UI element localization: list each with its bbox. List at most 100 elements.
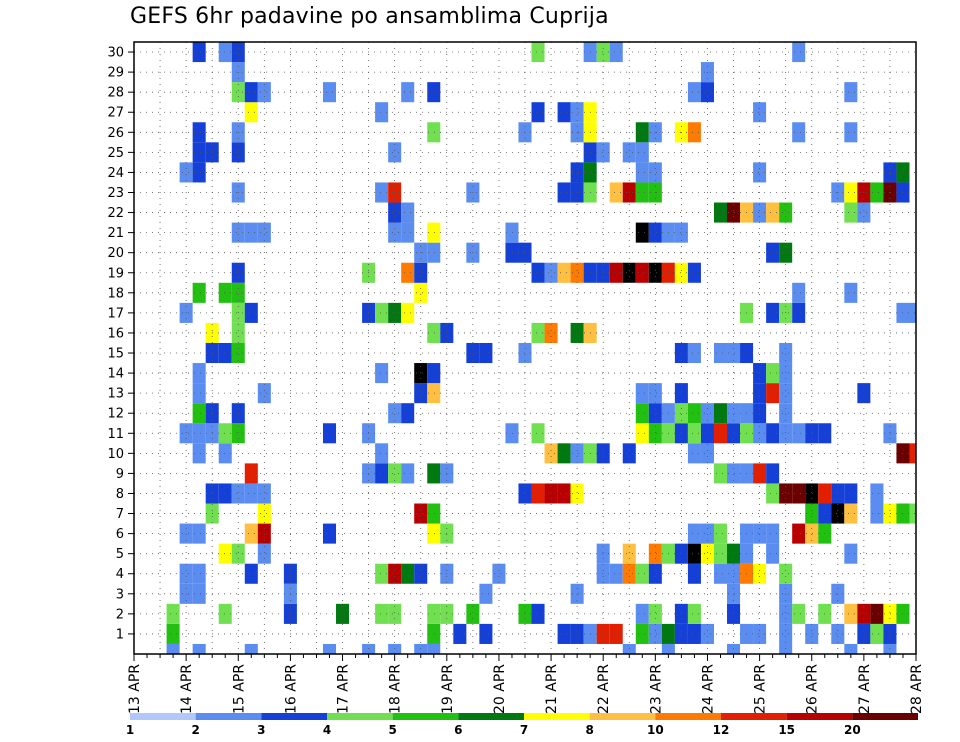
- heatmap-cell: [753, 623, 767, 644]
- heatmap-cell: [609, 563, 623, 584]
- y-axis-ticks: 1234567891011121314151617181920212223242…: [107, 46, 134, 642]
- x-tick-label: 15 APR: [231, 664, 247, 714]
- heatmap-cell: [192, 363, 206, 384]
- heatmap-cell: [779, 583, 793, 604]
- y-tick-label: 26: [107, 126, 124, 141]
- heatmap-cell: [427, 82, 441, 103]
- heatmap-cell: [231, 342, 245, 364]
- heatmap-cell: [231, 403, 245, 424]
- heatmap-cell: [713, 403, 728, 424]
- heatmap-cell: [531, 322, 545, 343]
- heatmap-cell: [713, 202, 728, 223]
- heatmap-cell: [414, 262, 428, 283]
- heatmap-cell: [231, 262, 245, 283]
- heatmap-cell: [700, 623, 714, 644]
- heatmap-cell: [635, 603, 649, 624]
- heatmap-cell: [870, 182, 884, 203]
- heatmap-cell: [844, 282, 858, 303]
- heatmap-cell: [648, 262, 662, 283]
- heatmap-cell: [244, 563, 258, 584]
- heatmap-cell: [192, 403, 206, 424]
- x-tick-label: 21 APR: [544, 664, 560, 714]
- heatmap-cell: [844, 182, 858, 203]
- heatmap-cell: [700, 523, 714, 544]
- colorbar-label: 20: [844, 723, 861, 737]
- heatmap-cell: [427, 623, 441, 644]
- heatmap-cell: [635, 162, 649, 183]
- y-tick-label: 17: [107, 306, 124, 321]
- heatmap-cell: [870, 623, 884, 644]
- x-tick-label: 17 APR: [336, 664, 352, 714]
- heatmap-cell: [466, 342, 480, 364]
- heatmap-cell: [687, 262, 701, 283]
- grid-lines: [134, 42, 916, 654]
- heatmap-cell: [401, 262, 415, 283]
- y-tick-label: 7: [116, 507, 124, 522]
- heatmap-cell: [427, 383, 441, 404]
- heatmap-cell: [401, 202, 415, 223]
- heatmap-cell: [427, 122, 441, 143]
- y-tick-label: 2: [116, 607, 124, 622]
- heatmap-cell: [322, 82, 337, 103]
- heatmap-cell: [792, 282, 806, 303]
- heatmap-cell: [674, 603, 688, 624]
- heatmap-cell: [779, 383, 793, 404]
- colorbar-label: 4: [323, 723, 331, 737]
- heatmap-cell: [427, 503, 441, 524]
- heatmap-cell: [883, 423, 897, 444]
- heatmap-cell: [635, 563, 649, 584]
- heatmap-cell: [231, 543, 245, 564]
- heatmap-cell: [883, 162, 897, 183]
- heatmap-cell: [687, 403, 701, 424]
- x-tick-label: 26 APR: [805, 664, 821, 714]
- heatmap-cell: [244, 523, 258, 544]
- heatmap-cell: [622, 563, 636, 584]
- y-tick-label: 23: [107, 186, 124, 201]
- heatmap-cell: [687, 543, 701, 564]
- colorbar-swatch: [786, 713, 853, 720]
- colorbar-label: 6: [454, 723, 462, 737]
- heatmap-cell: [336, 603, 350, 624]
- heatmap-cell: [713, 342, 728, 364]
- heatmap-cell: [192, 423, 206, 444]
- x-tick-label: 25 APR: [753, 664, 769, 714]
- heatmap-cell: [388, 142, 402, 163]
- heatmap-cell: [727, 202, 741, 223]
- heatmap-cell: [257, 82, 271, 103]
- heatmap-cell: [753, 202, 767, 223]
- heatmap-cell: [375, 302, 389, 323]
- x-tick-label: 27 APR: [857, 664, 873, 714]
- heatmap-cell: [166, 603, 180, 624]
- heatmap-cell: [479, 623, 493, 644]
- heatmap-cell: [388, 222, 402, 243]
- heatmap-cell: [166, 623, 180, 644]
- heatmap-cell: [857, 383, 871, 404]
- heatmap-cell: [635, 262, 649, 283]
- heatmap-cell: [192, 643, 206, 654]
- heatmap-cell: [792, 523, 806, 544]
- x-tick-label: 18 APR: [388, 664, 404, 714]
- heatmap-cell: [401, 222, 415, 243]
- heatmap-cell: [257, 503, 271, 524]
- heatmap-cell: [479, 342, 493, 364]
- heatmap-cell: [766, 383, 780, 404]
- heatmap-cell: [753, 523, 767, 544]
- heatmap-cell: [792, 603, 806, 624]
- heatmap-cell: [192, 122, 206, 143]
- heatmap-cell: [857, 603, 871, 624]
- heatmap-cell: [792, 122, 806, 143]
- heatmap-cell: [375, 563, 389, 584]
- heatmap-cell: [753, 463, 767, 484]
- heatmap-cell: [648, 543, 662, 564]
- x-tick-label: 23 APR: [648, 664, 664, 714]
- heatmap-cell: [427, 222, 441, 243]
- x-tick-label: 19 APR: [440, 664, 456, 714]
- heatmap-cell: [388, 603, 402, 624]
- heatmap-cell: [713, 543, 728, 564]
- heatmap-cell: [909, 503, 916, 524]
- heatmap-cell: [244, 102, 258, 123]
- heatmap-cell: [753, 563, 767, 584]
- heatmap-cell: [596, 563, 610, 584]
- y-tick-label: 30: [107, 46, 124, 61]
- heatmap-cell: [557, 443, 571, 464]
